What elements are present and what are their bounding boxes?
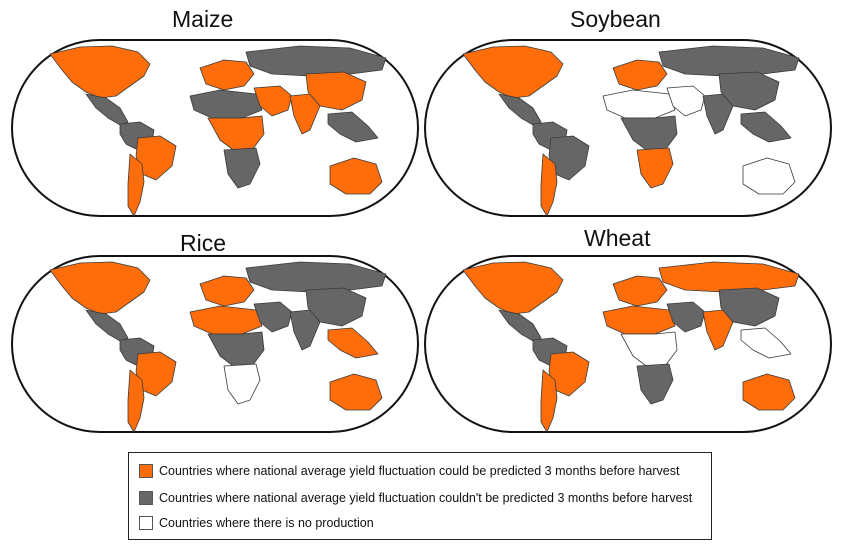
legend-item-predictable: Countries where national average yield f… — [139, 463, 679, 479]
region-europe — [612, 59, 668, 91]
legend-label-predictable: Countries where national average yield f… — [159, 464, 680, 478]
region-africa-south — [636, 363, 674, 405]
region-russia — [658, 45, 800, 77]
region-australia — [329, 373, 383, 411]
region-africa-north — [602, 305, 676, 335]
swatch-not-predictable — [139, 491, 153, 505]
region-africa-north — [189, 89, 263, 119]
map-legend: Countries where national average yield f… — [128, 452, 712, 540]
legend-label-not-predictable: Countries where national average yield f… — [159, 491, 693, 505]
region-se-asia — [327, 111, 379, 143]
region-europe — [612, 275, 668, 307]
region-russia — [658, 261, 800, 293]
wheat-world-map — [424, 255, 832, 433]
rice-title: Rice — [180, 230, 227, 256]
swatch-no-production — [139, 516, 153, 530]
legend-item-no-production: Countries where there is no production — [139, 515, 374, 531]
region-brazil — [548, 135, 590, 181]
region-middle-east — [666, 301, 706, 333]
region-south-america-south — [540, 153, 558, 217]
region-south-america-south — [127, 369, 145, 433]
rice-world-map — [11, 255, 419, 433]
region-russia — [245, 261, 387, 293]
region-australia — [742, 373, 796, 411]
soybean-world-map — [424, 39, 832, 217]
region-se-asia — [740, 111, 792, 143]
region-north-america — [49, 261, 151, 315]
region-china — [305, 71, 367, 111]
maize-world-map — [11, 39, 419, 217]
region-australia — [742, 157, 796, 195]
region-africa-south — [223, 363, 261, 405]
region-north-america — [49, 45, 151, 99]
region-china — [718, 287, 780, 327]
region-china — [305, 287, 367, 327]
legend-label-no-production: Countries where there is no production — [159, 516, 374, 530]
region-africa-central — [207, 115, 265, 153]
legend-item-not-predictable: Countries where national average yield f… — [139, 490, 692, 506]
region-europe — [199, 59, 255, 91]
region-middle-east — [253, 85, 293, 117]
swatch-predictable — [139, 464, 153, 478]
region-brazil — [548, 351, 590, 397]
region-africa-central — [207, 331, 265, 369]
region-north-america — [462, 261, 564, 315]
region-australia — [329, 157, 383, 195]
region-middle-east — [253, 301, 293, 333]
region-brazil — [135, 351, 177, 397]
region-africa-central — [620, 115, 678, 153]
soybean-title: Soybean — [570, 6, 661, 32]
region-north-america — [462, 45, 564, 99]
region-africa-north — [189, 305, 263, 335]
region-africa-south — [636, 147, 674, 189]
region-africa-central — [620, 331, 678, 369]
region-europe — [199, 275, 255, 307]
maize-title: Maize — [172, 6, 234, 32]
region-south-america-south — [540, 369, 558, 433]
region-africa-south — [223, 147, 261, 189]
wheat-title: Wheat — [584, 225, 651, 251]
region-china — [718, 71, 780, 111]
region-se-asia — [740, 327, 792, 359]
region-russia — [245, 45, 387, 77]
region-south-america-south — [127, 153, 145, 217]
region-middle-east — [666, 85, 706, 117]
region-brazil — [135, 135, 177, 181]
region-se-asia — [327, 327, 379, 359]
region-africa-north — [602, 89, 676, 119]
